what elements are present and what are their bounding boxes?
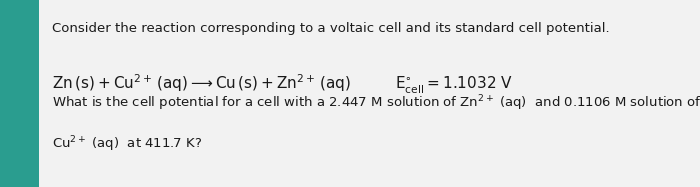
- Text: What is the cell potential for a cell with a 2.447 M solution of $\mathregular{Z: What is the cell potential for a cell wi…: [52, 93, 700, 113]
- FancyBboxPatch shape: [38, 0, 700, 187]
- Text: $\mathregular{Cu^{2+}}$ (aq)  at 411.7 K?: $\mathregular{Cu^{2+}}$ (aq) at 411.7 K?: [52, 134, 203, 154]
- Text: Consider the reaction corresponding to a voltaic cell and its standard cell pote: Consider the reaction corresponding to a…: [52, 22, 610, 36]
- Text: $\mathregular{Zn\,(s) + Cu^{2+}\,(aq) \longrightarrow Cu\,(s) + Zn^{2+}\,(aq)}$$: $\mathregular{Zn\,(s) + Cu^{2+}\,(aq) \l…: [52, 73, 514, 96]
- FancyBboxPatch shape: [0, 0, 38, 187]
